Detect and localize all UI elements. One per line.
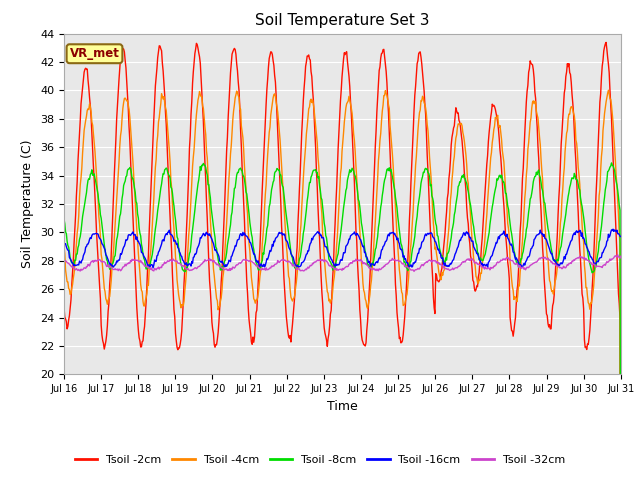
Text: VR_met: VR_met xyxy=(70,47,120,60)
Y-axis label: Soil Temperature (C): Soil Temperature (C) xyxy=(22,140,35,268)
Legend: Tsoil -2cm, Tsoil -4cm, Tsoil -8cm, Tsoil -16cm, Tsoil -32cm: Tsoil -2cm, Tsoil -4cm, Tsoil -8cm, Tsoi… xyxy=(70,451,570,469)
X-axis label: Time: Time xyxy=(327,400,358,413)
Title: Soil Temperature Set 3: Soil Temperature Set 3 xyxy=(255,13,429,28)
